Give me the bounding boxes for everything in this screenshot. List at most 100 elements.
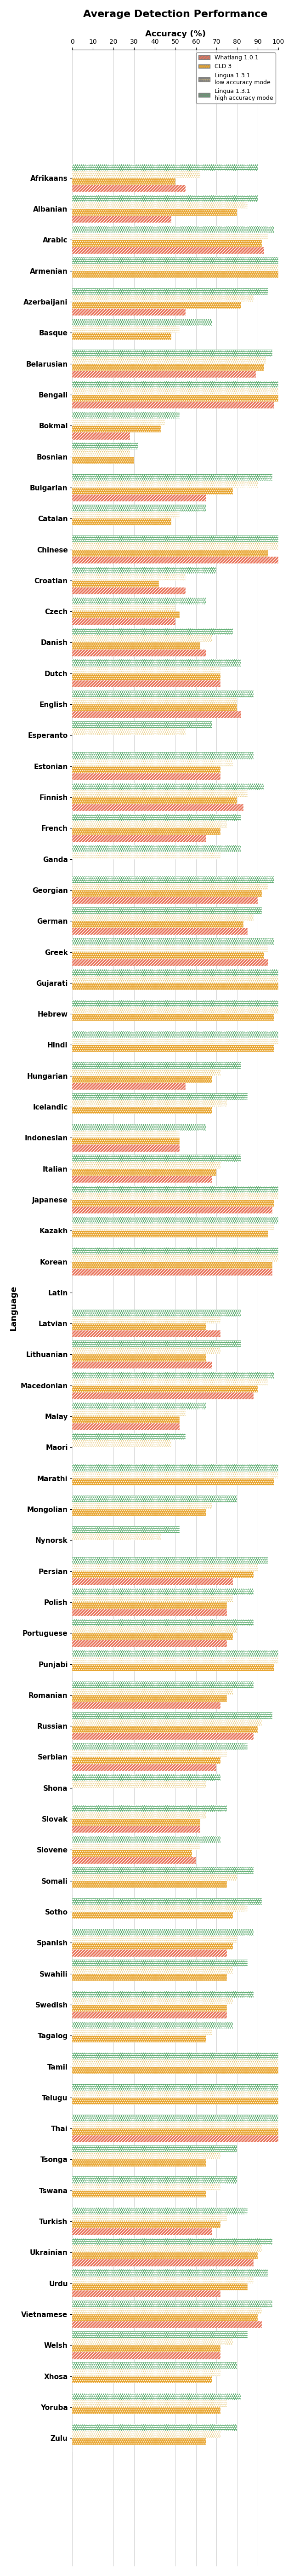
Bar: [72, 294, 254, 301]
Bar: [72, 536, 278, 544]
Bar: [72, 2004, 227, 2012]
Bar: [72, 2146, 237, 2154]
Bar: [72, 1316, 221, 1324]
Bar: [72, 1185, 278, 1193]
Bar: [72, 381, 278, 389]
Bar: [72, 1378, 268, 1386]
Bar: [72, 2177, 237, 2184]
Bar: [72, 1749, 227, 1757]
Bar: [72, 1131, 179, 1139]
Bar: [72, 1757, 221, 1765]
Bar: [72, 976, 278, 984]
Bar: [72, 1656, 278, 1664]
Bar: [72, 667, 221, 672]
Bar: [72, 1216, 278, 1224]
Bar: [72, 319, 213, 325]
Bar: [72, 1510, 206, 1517]
Bar: [72, 2352, 221, 2360]
Bar: [72, 1231, 268, 1236]
Bar: [72, 216, 171, 224]
Bar: [72, 332, 171, 340]
Bar: [72, 389, 278, 394]
Bar: [72, 1651, 278, 1656]
Bar: [72, 845, 241, 853]
Bar: [72, 201, 248, 209]
Bar: [72, 2128, 278, 2136]
Bar: [72, 2012, 227, 2020]
Bar: [72, 1868, 254, 1873]
Bar: [72, 1775, 221, 1780]
Bar: [72, 2159, 206, 2166]
Bar: [72, 1533, 161, 1540]
Bar: [72, 1471, 278, 1479]
Bar: [72, 1224, 274, 1231]
Bar: [72, 371, 256, 379]
Bar: [72, 451, 130, 456]
Bar: [72, 1713, 272, 1718]
Bar: [72, 2432, 221, 2437]
Bar: [72, 2154, 221, 2159]
Bar: [72, 752, 254, 760]
Bar: [72, 1633, 233, 1641]
Bar: [72, 2092, 278, 2097]
Bar: [72, 402, 274, 410]
Bar: [72, 587, 186, 595]
Bar: [72, 1899, 262, 1904]
Bar: [72, 1929, 254, 1935]
Bar: [72, 914, 254, 922]
Bar: [72, 495, 206, 502]
Bar: [72, 1687, 233, 1695]
Bar: [72, 896, 258, 904]
Bar: [72, 549, 268, 556]
Bar: [72, 791, 248, 796]
Bar: [72, 1329, 221, 1337]
Bar: [72, 350, 272, 355]
Bar: [72, 1324, 206, 1329]
Bar: [72, 953, 264, 958]
Bar: [72, 1046, 274, 1051]
Bar: [72, 1826, 200, 1832]
Bar: [72, 1100, 227, 1108]
Bar: [72, 814, 241, 822]
Bar: [72, 876, 274, 884]
Bar: [72, 209, 237, 216]
Bar: [72, 760, 233, 765]
Bar: [72, 2424, 237, 2432]
Bar: [72, 574, 186, 580]
Bar: [72, 721, 213, 729]
Bar: [72, 518, 171, 526]
Legend: Whatlang 1.0.1, CLD 3, Lingua 1.3.1
low accuracy mode, Lingua 1.3.1
high accurac: Whatlang 1.0.1, CLD 3, Lingua 1.3.1 low …: [196, 52, 275, 103]
Bar: [72, 2393, 241, 2401]
Bar: [72, 1857, 196, 1865]
Bar: [72, 2362, 237, 2370]
Bar: [72, 2437, 206, 2445]
Bar: [72, 1255, 278, 1262]
Bar: [72, 2136, 278, 2143]
Bar: [72, 2123, 278, 2128]
Bar: [72, 2246, 262, 2251]
Bar: [72, 1440, 171, 1448]
Bar: [72, 672, 221, 680]
Bar: [72, 487, 233, 495]
Bar: [72, 891, 262, 896]
Bar: [72, 2251, 258, 2259]
Bar: [72, 2208, 248, 2215]
Bar: [72, 394, 278, 402]
Bar: [72, 1154, 241, 1162]
Bar: [72, 1108, 213, 1113]
Bar: [72, 1355, 206, 1363]
Bar: [72, 1347, 221, 1355]
Bar: [72, 1811, 206, 1819]
Bar: [72, 567, 217, 574]
Bar: [72, 1718, 262, 1726]
Bar: [72, 2308, 262, 2313]
Bar: [72, 2290, 221, 2298]
Bar: [72, 773, 221, 781]
Bar: [72, 355, 266, 363]
Bar: [72, 1837, 221, 1842]
Bar: [72, 605, 175, 611]
Bar: [72, 907, 262, 914]
Bar: [72, 2277, 254, 2282]
Bar: [72, 2084, 278, 2092]
Bar: [72, 2061, 278, 2066]
